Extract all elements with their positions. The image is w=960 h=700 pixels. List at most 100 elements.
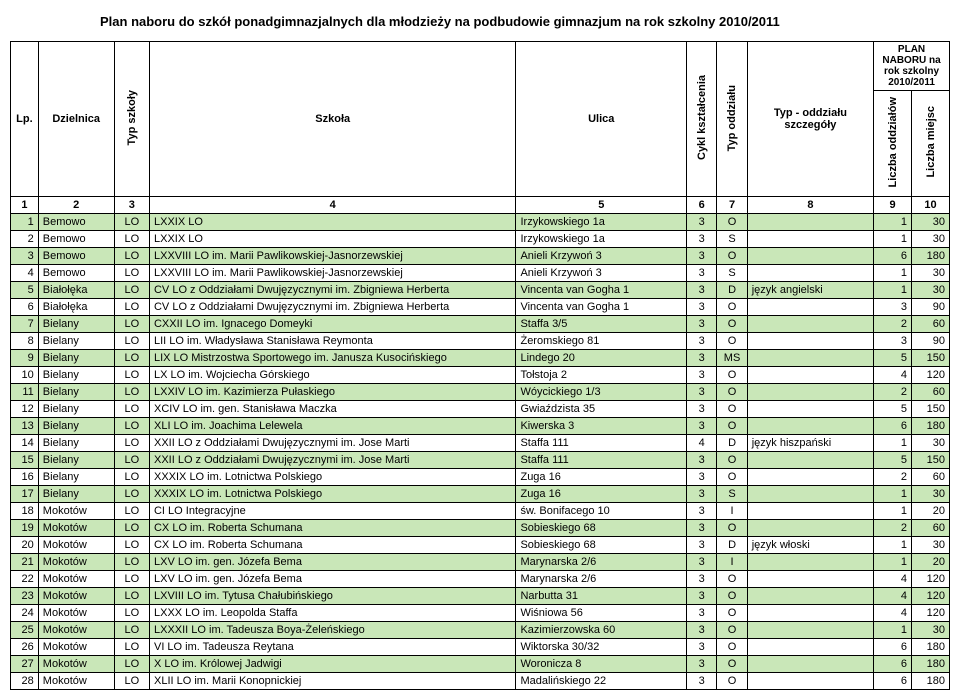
cell-dz: Mokotów [38, 571, 114, 588]
cell-todd: O [717, 520, 747, 537]
cell-szk: X LO im. Królowej Jadwigi [149, 656, 515, 673]
cell-lp: 6 [11, 299, 39, 316]
cell-lodd: 5 [874, 452, 912, 469]
cell-ul: Irzykowskiego 1a [516, 231, 687, 248]
cell-cykl: 3 [687, 333, 717, 350]
cell-cykl: 3 [687, 231, 717, 248]
cell-cykl: 3 [687, 248, 717, 265]
cell-lodd: 4 [874, 367, 912, 384]
cell-dz: Bielany [38, 384, 114, 401]
table-row: 22MokotówLOLXV LO im. gen. Józefa BemaMa… [11, 571, 950, 588]
table-row: 14BielanyLOXXII LO z Oddziałami Dwujęzyc… [11, 435, 950, 452]
cell-szk: LII LO im. Władysława Stanisława Reymont… [149, 333, 515, 350]
cell-szcz: język włoski [747, 537, 873, 554]
table-row: 24MokotówLOLXXX LO im. Leopolda StaffaWi… [11, 605, 950, 622]
cell-dz: Bielany [38, 418, 114, 435]
cell-lodd: 4 [874, 605, 912, 622]
table-row: 17BielanyLOXXXIX LO im. Lotnictwa Polski… [11, 486, 950, 503]
cell-todd: O [717, 418, 747, 435]
colnum: 6 [687, 197, 717, 214]
table-row: 20MokotówLOCX LO im. Roberta SchumanaSob… [11, 537, 950, 554]
cell-typ: LO [114, 214, 149, 231]
cell-ul: Żeromskiego 81 [516, 333, 687, 350]
cell-ul: Anieli Krzywoń 3 [516, 248, 687, 265]
cell-dz: Bielany [38, 333, 114, 350]
cell-lm: 120 [912, 571, 950, 588]
cell-lm: 60 [912, 384, 950, 401]
table-row: 23MokotówLOLXVIII LO im. Tytusa Chałubiń… [11, 588, 950, 605]
cell-lm: 30 [912, 265, 950, 282]
cell-lm: 90 [912, 333, 950, 350]
cell-lodd: 1 [874, 214, 912, 231]
table-row: 11BielanyLOLXXIV LO im. Kazimierza Pułas… [11, 384, 950, 401]
cell-lp: 2 [11, 231, 39, 248]
cell-szk: LXXIX LO [149, 231, 515, 248]
cell-typ: LO [114, 605, 149, 622]
cell-szcz [747, 588, 873, 605]
cell-cykl: 3 [687, 214, 717, 231]
cell-todd: O [717, 316, 747, 333]
cell-cykl: 3 [687, 265, 717, 282]
cell-szk: LXXIX LO [149, 214, 515, 231]
table-row: 3BemowoLOLXXVIII LO im. Marii Pawlikowsk… [11, 248, 950, 265]
cell-dz: Bielany [38, 316, 114, 333]
cell-ul: św. Bonifacego 10 [516, 503, 687, 520]
table-row: 26MokotówLOVI LO im. Tadeusza ReytanaWik… [11, 639, 950, 656]
cell-szk: CI LO Integracyjne [149, 503, 515, 520]
header-lp: Lp. [11, 42, 39, 197]
cell-typ: LO [114, 639, 149, 656]
cell-szk: XXXIX LO im. Lotnictwa Polskiego [149, 486, 515, 503]
colnum: 5 [516, 197, 687, 214]
cell-dz: Bemowo [38, 214, 114, 231]
cell-typ: LO [114, 367, 149, 384]
cell-szk: LXXIV LO im. Kazimierza Pułaskiego [149, 384, 515, 401]
cell-typ: LO [114, 333, 149, 350]
cell-cykl: 3 [687, 571, 717, 588]
cell-ul: Marynarska 2/6 [516, 571, 687, 588]
cell-typ: LO [114, 520, 149, 537]
cell-cykl: 3 [687, 639, 717, 656]
cell-lodd: 2 [874, 316, 912, 333]
cell-szcz [747, 350, 873, 367]
table-row: 21MokotówLOLXV LO im. gen. Józefa BemaMa… [11, 554, 950, 571]
cell-dz: Mokotów [38, 673, 114, 690]
cell-todd: I [717, 554, 747, 571]
header-ulica: Ulica [516, 42, 687, 197]
cell-lm: 180 [912, 418, 950, 435]
cell-lp: 10 [11, 367, 39, 384]
cell-lp: 4 [11, 265, 39, 282]
cell-lm: 150 [912, 350, 950, 367]
table-row: 4BemowoLOLXXVIII LO im. Marii Pawlikowsk… [11, 265, 950, 282]
colnum: 7 [717, 197, 747, 214]
cell-ul: Wiktorska 30/32 [516, 639, 687, 656]
cell-ul: Sobieskiego 68 [516, 520, 687, 537]
cell-lm: 60 [912, 520, 950, 537]
header-row-1: Lp. Dzielnica Typ szkoły Szkoła Ulica Cy… [11, 42, 950, 91]
cell-szcz [747, 248, 873, 265]
cell-todd: S [717, 231, 747, 248]
cell-ul: Zuga 16 [516, 469, 687, 486]
cell-dz: Bielany [38, 401, 114, 418]
cell-szk: XLI LO im. Joachima Lelewela [149, 418, 515, 435]
cell-lodd: 2 [874, 520, 912, 537]
cell-cykl: 3 [687, 316, 717, 333]
cell-szcz [747, 333, 873, 350]
cell-szcz [747, 299, 873, 316]
cell-cykl: 3 [687, 503, 717, 520]
cell-typ: LO [114, 503, 149, 520]
cell-todd: O [717, 622, 747, 639]
cell-typ: LO [114, 248, 149, 265]
cell-lp: 16 [11, 469, 39, 486]
cell-dz: Bielany [38, 350, 114, 367]
header-typ-oddzialu: Typ oddziału [717, 42, 747, 197]
cell-dz: Bielany [38, 486, 114, 503]
cell-lp: 27 [11, 656, 39, 673]
table-row: 1BemowoLOLXXIX LOIrzykowskiego 1a3O130 [11, 214, 950, 231]
cell-lp: 14 [11, 435, 39, 452]
header-liczba-oddzialow: Liczba oddziałów [874, 91, 912, 197]
cell-ul: Zuga 16 [516, 486, 687, 503]
cell-szk: CV LO z Oddziałami Dwujęzycznymi im. Zbi… [149, 299, 515, 316]
cell-lp: 17 [11, 486, 39, 503]
cell-cykl: 3 [687, 282, 717, 299]
cell-cykl: 3 [687, 656, 717, 673]
